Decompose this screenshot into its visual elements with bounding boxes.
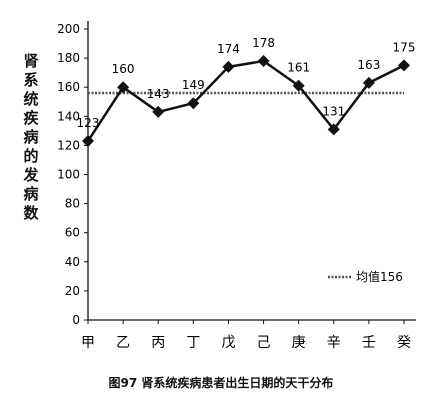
legend-label: 均值156 (356, 269, 403, 284)
y-tick-label-140: 140 (57, 109, 80, 123)
data-label-8: 163 (357, 58, 380, 72)
data-point-8 (362, 76, 375, 89)
data-point-2 (152, 105, 165, 118)
y-tick-label-40: 40 (65, 255, 80, 269)
figure-caption: 图97 肾系统疾病患者出生日期的天干分布 (108, 376, 334, 390)
x-tick-label-6: 庚 (292, 335, 306, 351)
data-label-2: 143 (147, 87, 170, 101)
y-axis-label-char-4: 病 (23, 128, 39, 146)
y-axis-label-char-6: 发 (23, 166, 39, 184)
x-tick-label-1: 乙 (116, 335, 130, 351)
y-axis-label-char-1: 系 (23, 71, 39, 89)
data-point-0 (82, 135, 94, 148)
y-tick-label-180: 180 (57, 51, 80, 65)
data-label-6: 161 (287, 61, 310, 75)
data-label-0: 123 (77, 116, 100, 130)
data-label-9: 175 (393, 40, 416, 54)
x-tick-label-0: 甲 (81, 335, 95, 351)
y-tick-label-160: 160 (57, 80, 80, 94)
x-tick-label-4: 戊 (221, 335, 235, 351)
y-tick-label-200: 200 (57, 22, 80, 36)
y-axis-label-char-7: 病 (23, 185, 39, 203)
x-tick-label-5: 己 (257, 335, 271, 351)
y-tick-label-100: 100 (57, 168, 80, 182)
data-label-5: 178 (252, 36, 275, 50)
y-tick-label-20: 20 (65, 284, 80, 298)
data-label-4: 174 (217, 42, 240, 56)
y-axis-label: 肾系统疾病的发病数 (18, 52, 44, 223)
y-axis-label-char-2: 统 (23, 90, 39, 108)
data-label-7: 131 (322, 104, 345, 118)
y-tick-label-60: 60 (65, 226, 80, 240)
data-point-1 (117, 81, 130, 94)
x-tick-label-8: 壬 (362, 335, 376, 351)
data-point-7 (327, 123, 340, 136)
y-tick-label-0: 0 (72, 313, 80, 327)
y-tick-label-80: 80 (65, 197, 80, 211)
y-tick-label-120: 120 (57, 138, 80, 152)
y-axis-label-char-3: 疾 (23, 109, 39, 127)
x-tick-label-7: 辛 (327, 335, 341, 351)
series-line (86, 59, 405, 142)
data-label-3: 149 (182, 78, 205, 92)
data-label-1: 160 (112, 62, 135, 76)
data-point-9 (398, 59, 410, 72)
data-point-5 (257, 55, 270, 68)
data-point-4 (222, 60, 235, 73)
data-point-6 (292, 79, 305, 92)
y-axis-label-char-8: 数 (23, 204, 39, 222)
x-tick-label-9: 癸 (397, 335, 411, 351)
y-axis-label-char-5: 的 (23, 147, 39, 165)
x-tick-label-2: 丙 (151, 335, 165, 351)
y-axis-label-char-0: 肾 (23, 52, 39, 70)
x-tick-label-3: 丁 (186, 335, 200, 351)
data-point-3 (187, 97, 200, 110)
